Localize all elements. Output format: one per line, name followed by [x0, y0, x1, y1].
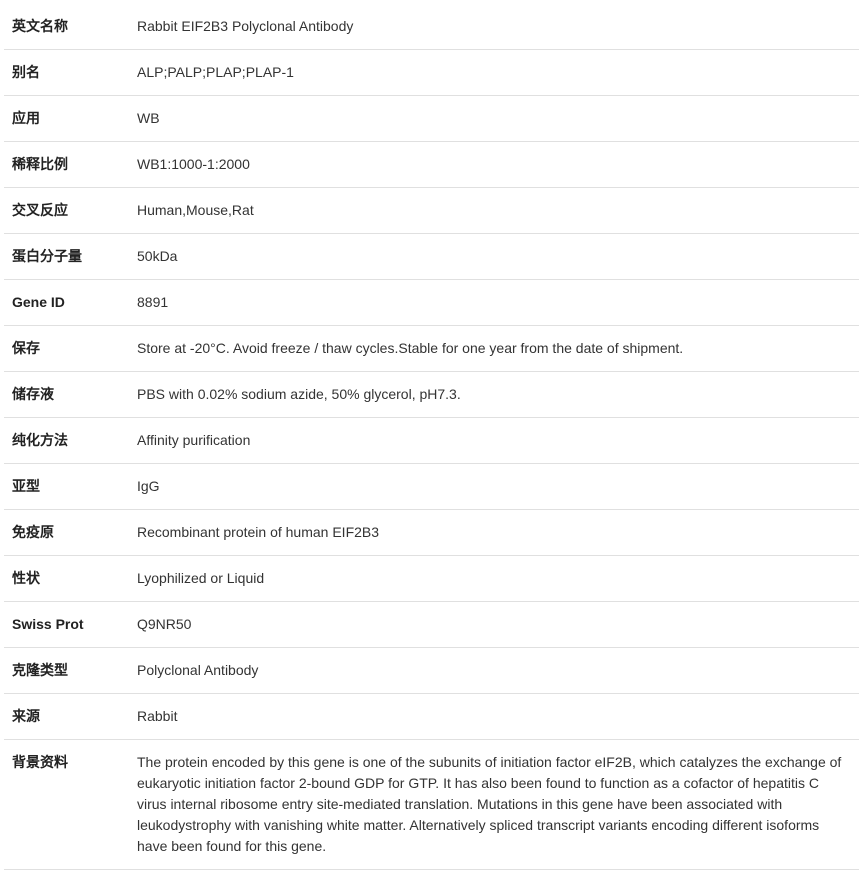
row-label: 背景资料 [4, 740, 129, 870]
row-value: Human,Mouse,Rat [129, 188, 859, 234]
row-label: 应用 [4, 96, 129, 142]
row-label: Gene ID [4, 280, 129, 326]
row-value: 8891 [129, 280, 859, 326]
table-row: 英文名称Rabbit EIF2B3 Polyclonal Antibody [4, 4, 859, 50]
table-row: 储存液PBS with 0.02% sodium azide, 50% glyc… [4, 372, 859, 418]
table-row: 亚型IgG [4, 464, 859, 510]
row-value: WB [129, 96, 859, 142]
row-value: IgG [129, 464, 859, 510]
row-label: 来源 [4, 694, 129, 740]
table-row: 蛋白分子量50kDa [4, 234, 859, 280]
table-row: 应用WB [4, 96, 859, 142]
row-label: 别名 [4, 50, 129, 96]
row-label: 蛋白分子量 [4, 234, 129, 280]
row-label: 免疫原 [4, 510, 129, 556]
table-row: 别名ALP;PALP;PLAP;PLAP-1 [4, 50, 859, 96]
row-value: Q9NR50 [129, 602, 859, 648]
row-label: 亚型 [4, 464, 129, 510]
row-value: ALP;PALP;PLAP;PLAP-1 [129, 50, 859, 96]
table-row: 克隆类型Polyclonal Antibody [4, 648, 859, 694]
row-label: 克隆类型 [4, 648, 129, 694]
row-value: Polyclonal Antibody [129, 648, 859, 694]
table-row: 交叉反应Human,Mouse,Rat [4, 188, 859, 234]
table-row: 保存Store at -20°C. Avoid freeze / thaw cy… [4, 326, 859, 372]
spec-table: 英文名称Rabbit EIF2B3 Polyclonal Antibody别名A… [4, 4, 859, 870]
row-label: 纯化方法 [4, 418, 129, 464]
table-row: 稀释比例WB1:1000-1:2000 [4, 142, 859, 188]
row-label: 稀释比例 [4, 142, 129, 188]
row-value: PBS with 0.02% sodium azide, 50% glycero… [129, 372, 859, 418]
table-row: Gene ID8891 [4, 280, 859, 326]
spec-table-body: 英文名称Rabbit EIF2B3 Polyclonal Antibody别名A… [4, 4, 859, 870]
row-value: Store at -20°C. Avoid freeze / thaw cycl… [129, 326, 859, 372]
row-value: Rabbit [129, 694, 859, 740]
row-label: Swiss Prot [4, 602, 129, 648]
table-row: 来源Rabbit [4, 694, 859, 740]
table-row: 背景资料The protein encoded by this gene is … [4, 740, 859, 870]
table-row: 纯化方法Affinity purification [4, 418, 859, 464]
row-value: Affinity purification [129, 418, 859, 464]
table-row: 性状Lyophilized or Liquid [4, 556, 859, 602]
row-value: Rabbit EIF2B3 Polyclonal Antibody [129, 4, 859, 50]
row-label: 性状 [4, 556, 129, 602]
row-value: Recombinant protein of human EIF2B3 [129, 510, 859, 556]
row-value: WB1:1000-1:2000 [129, 142, 859, 188]
row-label: 保存 [4, 326, 129, 372]
row-value: Lyophilized or Liquid [129, 556, 859, 602]
table-row: Swiss ProtQ9NR50 [4, 602, 859, 648]
row-label: 储存液 [4, 372, 129, 418]
table-row: 免疫原Recombinant protein of human EIF2B3 [4, 510, 859, 556]
row-label: 英文名称 [4, 4, 129, 50]
row-value: The protein encoded by this gene is one … [129, 740, 859, 870]
row-label: 交叉反应 [4, 188, 129, 234]
row-value: 50kDa [129, 234, 859, 280]
